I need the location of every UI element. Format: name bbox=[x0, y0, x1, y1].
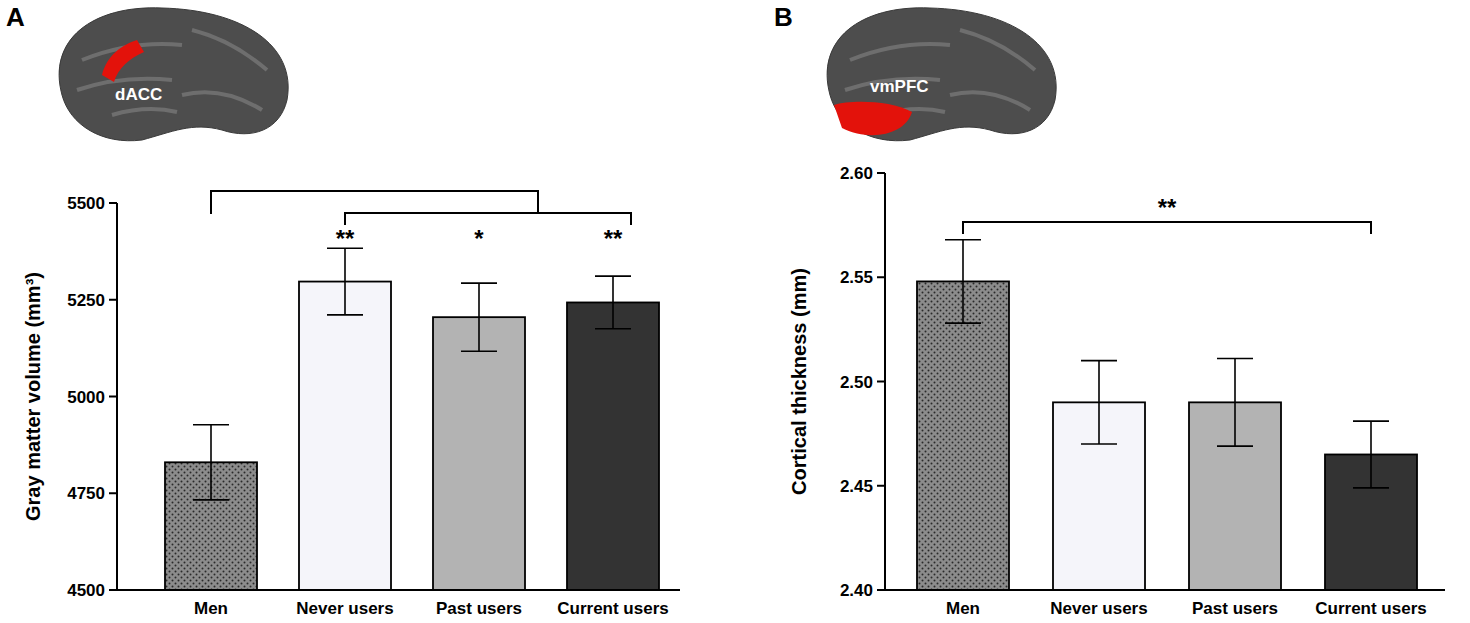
bars bbox=[165, 248, 659, 590]
error-cap bbox=[193, 499, 229, 501]
error-cap bbox=[1081, 443, 1117, 445]
x-axis bbox=[117, 589, 680, 591]
error-cap bbox=[461, 350, 497, 352]
bar bbox=[567, 302, 659, 590]
bar bbox=[917, 281, 1009, 590]
y-tick-label: 2.55 bbox=[840, 268, 873, 287]
y-tick bbox=[109, 492, 117, 494]
gyrus bbox=[850, 44, 950, 60]
bar bbox=[299, 282, 391, 590]
y-tick-label: 2.40 bbox=[840, 581, 873, 600]
bracket-line bbox=[963, 222, 1371, 234]
error-bar bbox=[1353, 421, 1389, 488]
y-tick bbox=[877, 381, 885, 383]
error-cap bbox=[1353, 420, 1389, 422]
error-cap bbox=[461, 282, 497, 284]
region-highlight bbox=[102, 40, 144, 82]
x-tick-label: Past users bbox=[1192, 599, 1278, 618]
region-label: vmPFC bbox=[870, 77, 929, 96]
y-tick-label: 2.60 bbox=[840, 164, 873, 183]
y-tick bbox=[109, 396, 117, 398]
y-tick-label: 2.50 bbox=[840, 373, 873, 392]
error-cap bbox=[595, 328, 631, 330]
brain bbox=[59, 8, 288, 141]
x-tick-label: Current users bbox=[1315, 599, 1426, 618]
error-stem bbox=[1370, 421, 1372, 488]
significance-label: ** bbox=[1158, 194, 1177, 221]
panel-letter: A bbox=[6, 2, 25, 32]
significance-label: ** bbox=[336, 225, 355, 252]
significance-bracket: ***** bbox=[211, 191, 631, 252]
y-tick bbox=[877, 276, 885, 278]
bar bbox=[433, 317, 525, 590]
y-tick-label: 5500 bbox=[67, 194, 105, 213]
bars bbox=[917, 240, 1417, 590]
significance-label: ** bbox=[604, 225, 623, 252]
y-tick-label: 2.45 bbox=[840, 477, 873, 496]
error-cap bbox=[193, 424, 229, 426]
significance-bracket: ** bbox=[963, 194, 1371, 234]
y-tick bbox=[109, 202, 117, 204]
error-cap bbox=[945, 239, 981, 241]
y-tick bbox=[877, 485, 885, 487]
panel: AdACC 4500 4750 5000 5250 5500 Men Never users P… bbox=[6, 2, 680, 618]
error-cap bbox=[1217, 445, 1253, 447]
error-bar bbox=[945, 240, 981, 323]
y-axis-title: Gray matter volume (mm³) bbox=[22, 272, 44, 521]
error-cap bbox=[1353, 487, 1389, 489]
error-stem bbox=[962, 240, 964, 323]
gyrus bbox=[112, 109, 177, 115]
error-cap bbox=[1217, 358, 1253, 360]
gyrus bbox=[960, 30, 1035, 70]
error-stem bbox=[210, 425, 212, 500]
bracket-line bbox=[345, 213, 631, 225]
error-bar bbox=[595, 276, 631, 329]
error-cap bbox=[945, 322, 981, 324]
x-tick-label: Never users bbox=[1050, 599, 1147, 618]
x-tick-label: Current users bbox=[557, 599, 668, 618]
x-tick-label: Men bbox=[946, 599, 980, 618]
y-axis-title: Cortical thickness (mm) bbox=[788, 268, 810, 495]
y-tick-label: 5250 bbox=[67, 291, 105, 310]
error-cap bbox=[1081, 360, 1117, 362]
y-tick-label: 4750 bbox=[67, 484, 105, 503]
panel-letter: B bbox=[774, 2, 793, 32]
significance-label: * bbox=[474, 225, 484, 252]
gyrus bbox=[192, 30, 267, 70]
error-stem bbox=[1234, 359, 1236, 447]
x-tick-label: Men bbox=[194, 599, 228, 618]
error-cap bbox=[327, 314, 363, 316]
error-bar bbox=[461, 283, 497, 351]
gyrus bbox=[950, 92, 1030, 110]
error-bar bbox=[327, 248, 363, 315]
gyrus bbox=[182, 92, 262, 110]
bracket-line bbox=[211, 191, 538, 214]
region-label: dACC bbox=[115, 85, 162, 104]
error-bar bbox=[193, 425, 229, 500]
y-tick-label: 5000 bbox=[67, 388, 105, 407]
y-tick-label: 4500 bbox=[67, 581, 105, 600]
error-bar bbox=[1081, 361, 1117, 444]
panel: BvmPFC 2.40 2.45 2.50 2.55 2.60 Men Never users… bbox=[774, 2, 1445, 618]
figure: AdACC 4500 4750 5000 5250 5500 Men Never users P… bbox=[0, 0, 1470, 623]
x-tick-label: Past users bbox=[436, 599, 522, 618]
x-tick-label: Never users bbox=[296, 599, 393, 618]
error-bar bbox=[1217, 359, 1253, 447]
error-cap bbox=[595, 275, 631, 277]
error-stem bbox=[1098, 361, 1100, 444]
brain bbox=[827, 8, 1056, 141]
error-stem bbox=[612, 276, 614, 329]
y-tick bbox=[877, 172, 885, 174]
y-tick bbox=[109, 299, 117, 301]
x-axis bbox=[885, 589, 1445, 591]
y-tick bbox=[877, 589, 885, 591]
region-highlight bbox=[834, 102, 912, 135]
error-stem bbox=[344, 248, 346, 315]
y-tick bbox=[109, 589, 117, 591]
error-stem bbox=[478, 283, 480, 351]
